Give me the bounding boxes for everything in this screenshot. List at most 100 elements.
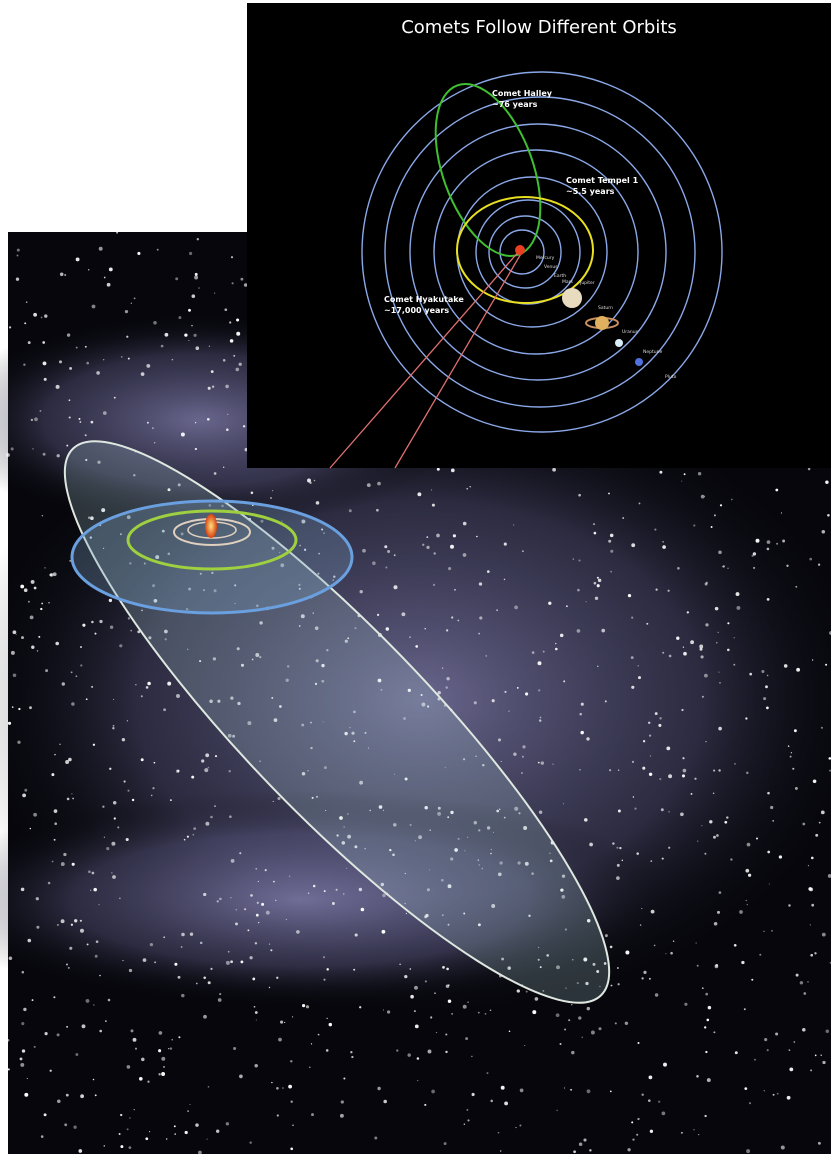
star	[612, 842, 615, 845]
star	[249, 956, 253, 960]
star	[648, 977, 651, 980]
star	[58, 360, 63, 364]
star	[279, 551, 281, 554]
star	[396, 1049, 399, 1052]
star	[733, 663, 736, 666]
star	[555, 1013, 560, 1018]
star	[581, 1036, 583, 1039]
star	[404, 777, 408, 781]
star	[315, 501, 320, 505]
star	[108, 598, 113, 603]
star	[477, 1011, 480, 1014]
star	[697, 840, 699, 842]
star	[624, 1021, 629, 1026]
star	[344, 731, 348, 736]
star	[743, 1008, 746, 1011]
star	[238, 362, 242, 366]
star	[467, 1119, 470, 1122]
star	[75, 257, 80, 262]
star	[170, 799, 172, 801]
star	[637, 1041, 640, 1045]
star	[161, 1056, 166, 1061]
star	[634, 807, 637, 810]
star	[705, 741, 707, 743]
star	[45, 669, 49, 673]
star	[98, 246, 103, 251]
comet-period: ~17,000 years	[384, 306, 449, 315]
star	[81, 1024, 86, 1029]
star	[85, 998, 90, 1003]
star	[661, 1111, 666, 1116]
star	[18, 707, 21, 711]
star	[233, 1046, 237, 1051]
star	[719, 682, 721, 684]
star	[201, 759, 205, 763]
star	[394, 773, 396, 775]
star	[95, 940, 99, 944]
star	[621, 859, 624, 862]
star	[36, 925, 40, 929]
star	[578, 493, 581, 497]
planet-label: Pluto	[665, 374, 677, 380]
star	[178, 1036, 181, 1039]
star	[71, 702, 75, 706]
star	[490, 1099, 493, 1103]
cloud	[0, 790, 680, 1010]
star	[359, 780, 364, 785]
star	[682, 768, 687, 773]
star	[177, 483, 181, 487]
star	[516, 989, 520, 993]
star	[659, 470, 663, 474]
star	[410, 994, 414, 999]
star	[522, 745, 526, 749]
star	[315, 795, 319, 798]
star	[409, 636, 411, 638]
star	[704, 852, 707, 855]
star	[815, 833, 819, 837]
star	[194, 272, 198, 276]
star	[48, 602, 50, 604]
star	[228, 770, 231, 773]
star	[21, 636, 24, 640]
star	[284, 1021, 286, 1024]
star	[380, 882, 384, 887]
star	[704, 673, 708, 678]
star	[308, 1066, 311, 1069]
star	[559, 1043, 562, 1045]
star	[561, 874, 566, 878]
star	[310, 746, 313, 750]
star	[6, 1039, 10, 1042]
star	[404, 872, 406, 875]
star	[180, 946, 183, 948]
star	[766, 706, 769, 710]
star	[96, 371, 100, 375]
star	[802, 822, 806, 826]
star	[730, 858, 733, 861]
star	[433, 552, 436, 555]
star	[462, 553, 467, 557]
star	[534, 997, 539, 1001]
star	[108, 267, 113, 272]
star	[208, 345, 210, 347]
star	[662, 651, 665, 654]
star	[451, 1013, 453, 1015]
star	[145, 1137, 149, 1141]
title: Comets Follow Different Orbits	[401, 17, 677, 38]
star	[123, 780, 126, 783]
star	[744, 1087, 748, 1090]
star	[486, 570, 490, 573]
star	[392, 853, 395, 857]
star	[326, 1017, 328, 1020]
star	[141, 1057, 145, 1062]
star	[538, 810, 543, 814]
star	[69, 946, 73, 950]
star	[496, 809, 500, 813]
star	[103, 276, 106, 279]
star	[616, 863, 620, 867]
star	[353, 968, 356, 971]
star	[312, 884, 316, 888]
star	[381, 929, 386, 934]
star	[94, 954, 98, 958]
star	[631, 685, 635, 689]
star	[26, 1077, 28, 1079]
